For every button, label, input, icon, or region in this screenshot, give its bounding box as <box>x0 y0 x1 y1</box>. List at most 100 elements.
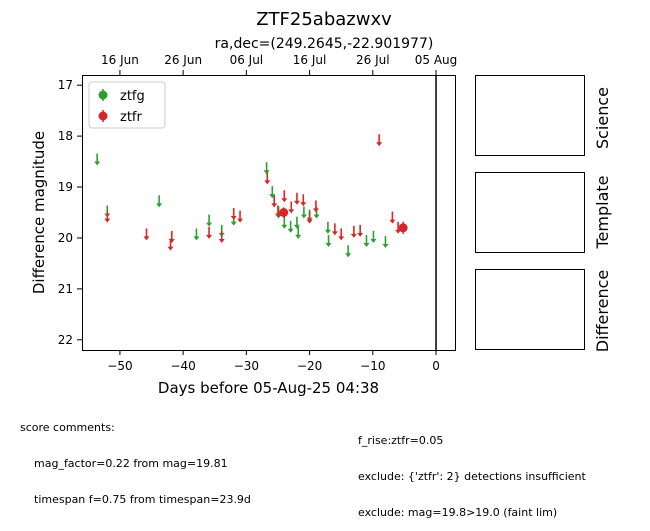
upper-limit-arrow <box>230 216 237 221</box>
detection-marker <box>279 207 289 218</box>
legend: ztfg ztfr <box>88 81 166 129</box>
top-tick-label: 26 Jul <box>356 53 390 67</box>
upper-limit-arrow <box>331 231 338 236</box>
x-tick-label: −10 <box>360 359 385 373</box>
upper-limit-arrow <box>295 234 302 239</box>
plot-frame <box>82 75 456 351</box>
upper-limit-marker <box>306 211 313 224</box>
upper-limit-arrow <box>143 236 150 241</box>
upper-limit-arrow <box>300 214 307 219</box>
upper-limit-marker <box>300 194 307 207</box>
upper-limit-marker <box>237 210 244 223</box>
top-tick-label: 05 Aug <box>415 53 458 67</box>
upper-limit-marker <box>168 230 175 243</box>
x-tick-label: 0 <box>432 359 440 373</box>
upper-limit-marker <box>271 195 278 208</box>
upper-limit-marker <box>193 228 200 241</box>
upper-limit-marker <box>295 226 302 239</box>
upper-limit-marker <box>264 172 271 185</box>
y-axis-label: Difference magnitude <box>30 131 48 294</box>
difference-label: Difference <box>593 270 612 352</box>
upper-limit-arrow <box>293 224 300 229</box>
science-label: Science <box>593 87 612 149</box>
upper-limit-arrow <box>264 180 271 185</box>
upper-limit-marker <box>206 214 213 227</box>
x-tick-label: −40 <box>170 359 195 373</box>
upper-limit-marker <box>263 162 270 175</box>
upper-limit-arrow <box>281 224 288 229</box>
upper-limit-marker <box>269 186 276 199</box>
upper-limit-arrow <box>94 161 101 166</box>
detection-marker <box>398 221 408 234</box>
upper-limit-marker <box>363 235 370 248</box>
upper-limit-arrow <box>269 194 276 199</box>
upper-limit-marker <box>312 200 319 213</box>
upper-limit-arrow <box>193 236 200 241</box>
upper-limit-arrow <box>287 228 294 233</box>
x-axis-label: Days before 05-Aug-25 04:38 <box>158 379 379 397</box>
upper-limit-marker <box>370 230 377 243</box>
x-tick-label: −50 <box>107 359 132 373</box>
score-comments-right: f_rise:ztfr=0.05 exclude: {'ztfr': 2} de… <box>358 411 586 531</box>
upper-limit-arrow <box>230 221 237 226</box>
upper-limit-arrow <box>306 219 313 224</box>
upper-limit-arrow <box>338 236 345 241</box>
upper-limit-arrow <box>382 244 389 249</box>
upper-limit-marker <box>274 205 281 218</box>
score-comment-line: f_rise:ztfr=0.05 <box>358 434 444 447</box>
upper-limit-arrow <box>263 170 270 175</box>
upper-limit-marker <box>206 226 213 239</box>
upper-limit-arrow <box>156 203 163 208</box>
top-tick-label: 06 Jul <box>230 53 264 67</box>
difference-panel <box>475 269 585 350</box>
upper-limit-arrow <box>300 202 307 207</box>
upper-limit-arrow <box>313 214 320 219</box>
upper-limit-marker <box>331 223 338 236</box>
upper-limit-arrow <box>357 232 364 237</box>
upper-limit-arrow <box>325 243 332 248</box>
score-comment-line: mag_factor=0.22 from mag=19.81 <box>34 457 228 470</box>
upper-limit-marker <box>94 153 101 166</box>
y-tick-label: 21 <box>58 282 73 296</box>
y-tick-label: 22 <box>58 333 73 347</box>
template-panel <box>475 172 585 253</box>
upper-limit-arrow <box>237 218 244 223</box>
upper-limit-marker <box>395 221 402 234</box>
score-comment-line: exclude: mag=19.8>19.0 (faint lim) <box>358 506 558 519</box>
upper-limit-marker <box>281 216 288 229</box>
upper-limit-arrow <box>167 246 174 251</box>
upper-limit-arrow <box>293 200 300 205</box>
upper-limit-marker <box>382 236 389 249</box>
legend-swatch <box>98 111 108 121</box>
upper-limit-marker <box>324 221 331 234</box>
upper-limit-arrow <box>324 229 331 234</box>
upper-limit-arrow <box>363 243 370 248</box>
y-tick-label: 20 <box>58 231 73 245</box>
y-tick-label: 19 <box>58 180 73 194</box>
upper-limit-marker <box>293 216 300 229</box>
detection-point <box>398 223 408 233</box>
upper-limit-marker <box>389 211 396 224</box>
legend-label: ztfr <box>120 110 142 125</box>
score-comment-line: exclude: {'ztfr': 2} detections insuffic… <box>358 470 586 483</box>
upper-limit-marker <box>338 228 345 241</box>
top-tick-label: 26 Jun <box>164 53 202 67</box>
upper-limit-arrow <box>274 213 281 218</box>
lightcurve-figure: ZTF25abazwxv ra,dec=(249.2645,-22.901977… <box>30 9 612 397</box>
chart-subtitle: ra,dec=(249.2645,-22.901977) <box>215 36 434 52</box>
top-tick-label: 16 Jun <box>101 53 139 67</box>
template-label: Template <box>593 175 612 249</box>
upper-limit-marker <box>230 208 237 221</box>
plot-area: −50 −40 −30 −20 −10 0 16 Jun 26 Jun 06 Jul 16 Jul… <box>30 53 457 397</box>
upper-limit-arrow <box>206 234 213 239</box>
score-comments-heading: score comments: <box>20 421 115 434</box>
upper-limit-marker <box>357 224 364 237</box>
science-panel <box>475 75 585 156</box>
upper-limit-marker <box>325 235 332 248</box>
upper-limit-arrow <box>389 219 396 224</box>
legend-box <box>88 81 166 129</box>
x-tick-label: −30 <box>234 359 259 373</box>
upper-limit-arrow <box>206 222 213 227</box>
legend-swatch <box>98 90 108 100</box>
upper-limit-marker <box>156 195 163 208</box>
